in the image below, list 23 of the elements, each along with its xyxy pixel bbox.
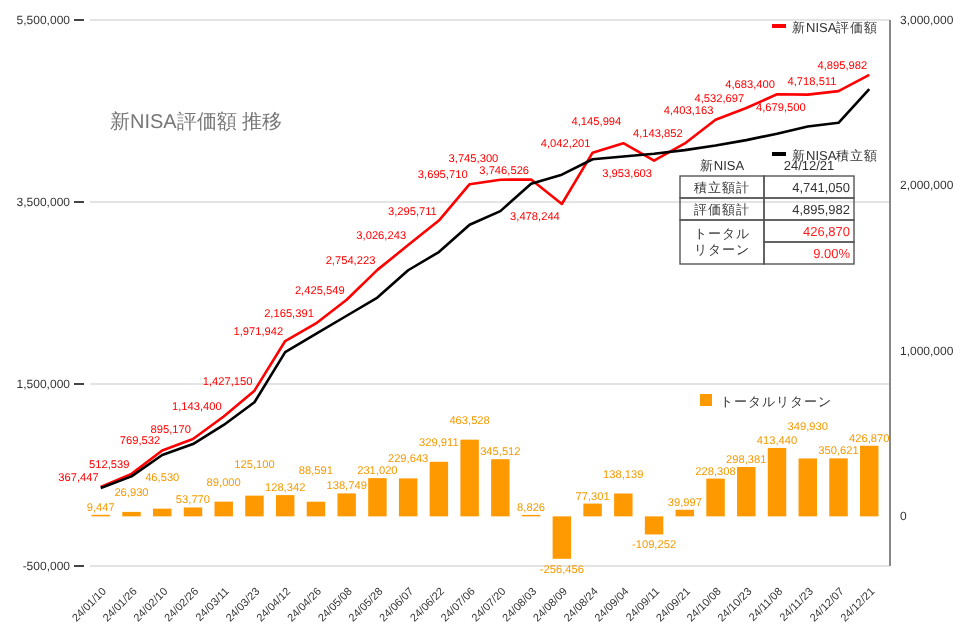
bar xyxy=(245,495,264,517)
bar xyxy=(368,478,387,517)
bar xyxy=(583,503,602,517)
bar xyxy=(275,495,295,517)
bar xyxy=(306,501,326,517)
bar xyxy=(737,467,756,517)
bar xyxy=(429,461,449,517)
bar xyxy=(337,493,356,517)
text: 新NISA評価額 推移 xyxy=(110,110,283,134)
bar xyxy=(552,516,572,559)
bar xyxy=(860,445,879,517)
bar xyxy=(491,459,510,517)
bar xyxy=(614,493,633,517)
bar xyxy=(767,447,787,517)
bar xyxy=(122,511,141,517)
bar xyxy=(798,458,817,517)
bar xyxy=(829,458,848,517)
bar xyxy=(644,516,664,535)
bar xyxy=(398,478,418,517)
bar xyxy=(706,478,725,517)
bar xyxy=(460,439,479,517)
bar xyxy=(214,501,233,517)
bar xyxy=(183,507,203,517)
